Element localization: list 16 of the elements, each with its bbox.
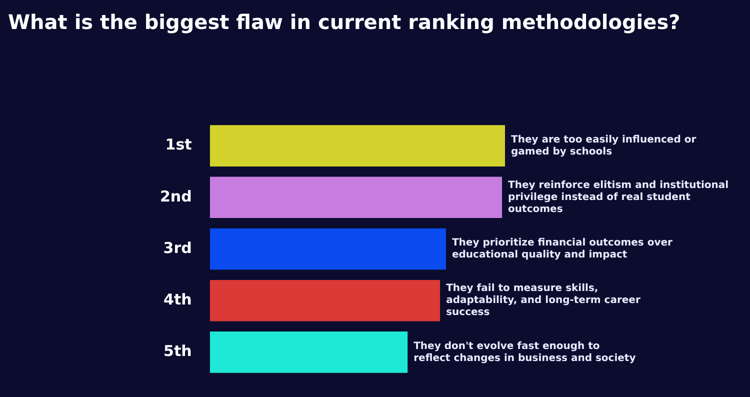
annotation: They prioritize financial outcomes over educational quality and impact	[452, 238, 673, 261]
annotation: They fail to measure skills, adaptability, and long-term career success	[446, 283, 640, 318]
chart-title: What is the biggest flaw in current ranking methodologies?	[8, 10, 680, 34]
y-tick-label: 2nd	[160, 187, 192, 206]
y-tick-label: 1st	[165, 136, 192, 154]
bar	[210, 332, 408, 373]
y-tick-label: 3rd	[163, 238, 192, 257]
bar	[210, 228, 446, 270]
bar	[210, 176, 502, 218]
y-tick-label: 5th	[164, 342, 192, 360]
annotation: They don't evolve fast enough to reflect changes in business and society	[414, 340, 636, 364]
bar	[210, 280, 440, 322]
annotation: They are too easily influenced or gamed by schools	[511, 134, 696, 158]
y-tick-label: 4th	[164, 290, 192, 308]
bar	[210, 125, 505, 166]
annotation: They reinforce elitism and institutional privilege instead of real student outcomes	[508, 180, 729, 215]
